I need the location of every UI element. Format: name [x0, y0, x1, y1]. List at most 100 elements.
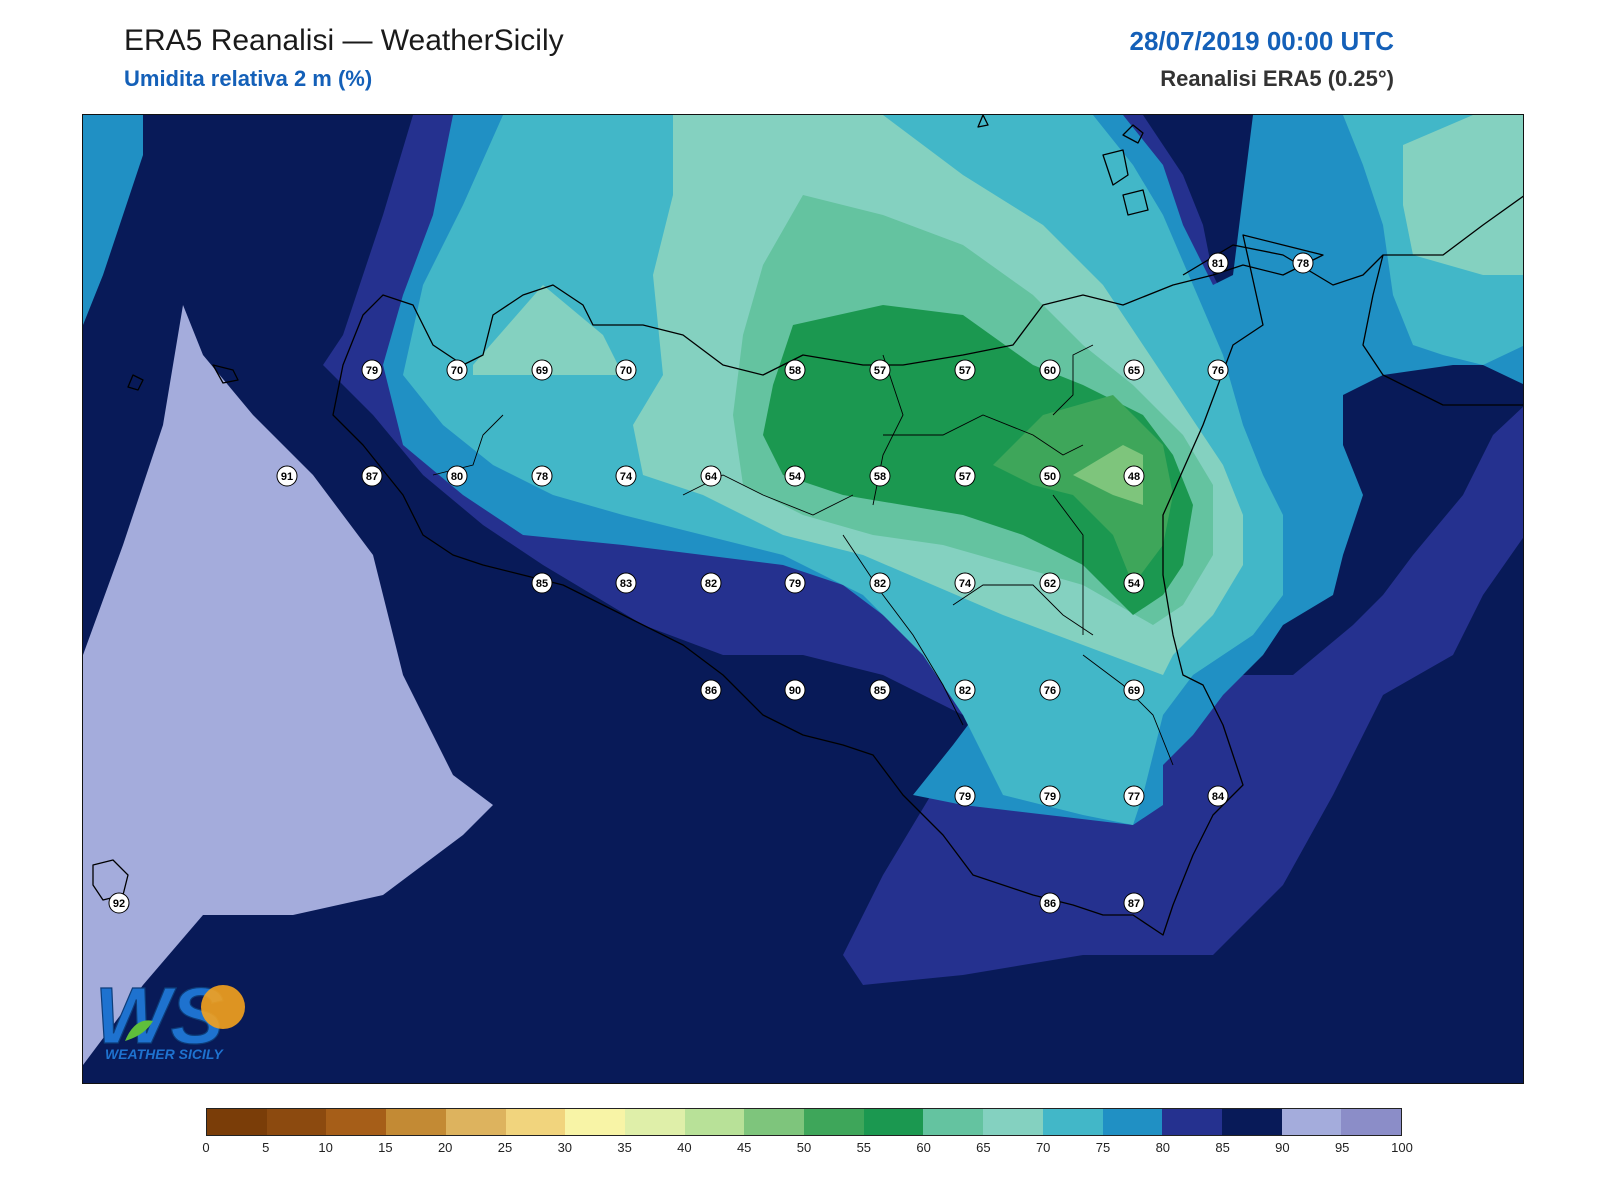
colorbar-segment [505, 1109, 566, 1135]
station-value: 86 [700, 679, 722, 701]
colorbar-tick-label: 10 [318, 1140, 333, 1155]
colorbar-tick-label: 25 [497, 1140, 513, 1155]
station-value: 86 [1039, 892, 1061, 914]
station-marker [1292, 252, 1314, 274]
station-marker [1039, 892, 1061, 914]
colorbar-segment [863, 1109, 924, 1135]
station-value: 57 [869, 359, 891, 381]
colorbar-segment [207, 1109, 267, 1135]
colorbar-tick-label: 65 [976, 1140, 991, 1155]
station-value: 48 [1123, 465, 1145, 487]
station-marker [784, 572, 806, 594]
weather-sicily-logo: WS WEATHER SICILY [94, 970, 245, 1062]
colorbar-tick-label: 90 [1275, 1140, 1290, 1155]
station-value: 74 [615, 465, 637, 487]
station-label: 78 [536, 471, 548, 483]
station-label: 76 [1044, 685, 1056, 697]
station-marker [869, 679, 891, 701]
station-label: 77 [1128, 791, 1140, 803]
station-label: 50 [1044, 471, 1056, 483]
station-marker [1039, 572, 1061, 594]
station-label: 87 [1128, 898, 1140, 910]
station-marker [700, 679, 722, 701]
station-marker [1123, 572, 1145, 594]
colorbar-tick-label: 70 [1035, 1140, 1051, 1155]
station-label: 69 [536, 365, 548, 377]
station-label: 83 [620, 578, 632, 590]
colorbar-tick-label: 95 [1334, 1140, 1350, 1155]
station-marker [1207, 252, 1229, 274]
station-marker [276, 465, 298, 487]
colorbar-segment [326, 1109, 387, 1135]
station-value: 54 [784, 465, 806, 487]
colorbar-segment [684, 1109, 745, 1135]
station-marker [1123, 465, 1145, 487]
aeolian-1 [1122, 124, 1144, 144]
station-value: 57 [954, 359, 976, 381]
station-label: 58 [789, 365, 801, 377]
station-marker [1207, 785, 1229, 807]
station-marker [531, 572, 553, 594]
station-marker [361, 465, 383, 487]
station-label: 62 [1044, 578, 1056, 590]
calabria-coast [1182, 195, 1523, 286]
station-label: 84 [1212, 791, 1225, 803]
station-label: 90 [789, 685, 801, 697]
colorbar-tick-label: 85 [1215, 1140, 1230, 1155]
station-label: 92 [113, 898, 125, 910]
station-value: 70 [615, 359, 637, 381]
border-4 [842, 534, 964, 726]
colorbar-tick-label: 20 [437, 1140, 453, 1155]
station-value: 70 [446, 359, 468, 381]
colorbar-segment [1281, 1109, 1342, 1135]
colorbar-tick-label: 80 [1155, 1140, 1171, 1155]
station-marker [1123, 892, 1145, 914]
station-value: 62 [1039, 572, 1061, 594]
station-label: 78 [1297, 258, 1309, 270]
band-65-70-nw [473, 285, 623, 375]
egadi-1 [212, 364, 239, 384]
station-label: 79 [1044, 791, 1056, 803]
station-marker [1123, 359, 1145, 381]
station-label: 64 [705, 471, 718, 483]
station-label: 85 [874, 685, 886, 697]
station-label: 86 [1044, 898, 1056, 910]
coastlines [92, 115, 1523, 936]
band-45-50 [1073, 445, 1143, 505]
colorbar-tick-label: 55 [856, 1140, 872, 1155]
station-marker [1039, 359, 1061, 381]
station-marker [954, 572, 976, 594]
colorbar-tick-label: 35 [617, 1140, 632, 1155]
station-label: 70 [620, 365, 632, 377]
data-source: Reanalisi ERA5 (0.25°) [1160, 66, 1394, 91]
station-label: 85 [536, 578, 548, 590]
colorbar-tick-label: 60 [916, 1140, 931, 1155]
station-value: 74 [954, 572, 976, 594]
station-value: 80 [446, 465, 468, 487]
colorbar-tick-label: 50 [796, 1140, 812, 1155]
station-value: 82 [954, 679, 976, 701]
station-label: 57 [959, 471, 971, 483]
colorbar-segment [744, 1109, 805, 1135]
colorbar-tick-label: 45 [736, 1140, 752, 1155]
station-marker [531, 359, 553, 381]
station-value: 65 [1123, 359, 1145, 381]
station-value: 78 [1292, 252, 1314, 274]
band-90-95 [83, 305, 493, 1065]
colorbar-segment [1221, 1109, 1282, 1135]
malta [977, 115, 989, 128]
station-marker [869, 465, 891, 487]
station-value: 79 [1039, 785, 1061, 807]
station-value: 58 [784, 359, 806, 381]
station-marker [954, 465, 976, 487]
valid-datetime: 28/07/2019 00:00 UTC [1129, 26, 1394, 56]
station-value: 57 [954, 465, 976, 487]
station-marker [954, 679, 976, 701]
colorbar [206, 1108, 1402, 1136]
station-marker [615, 465, 637, 487]
colorbar-segment [386, 1109, 446, 1135]
station-value: 76 [1039, 679, 1061, 701]
band-75-80 [83, 115, 143, 325]
station-label: 57 [874, 365, 886, 377]
station-value: 54 [1123, 572, 1145, 594]
